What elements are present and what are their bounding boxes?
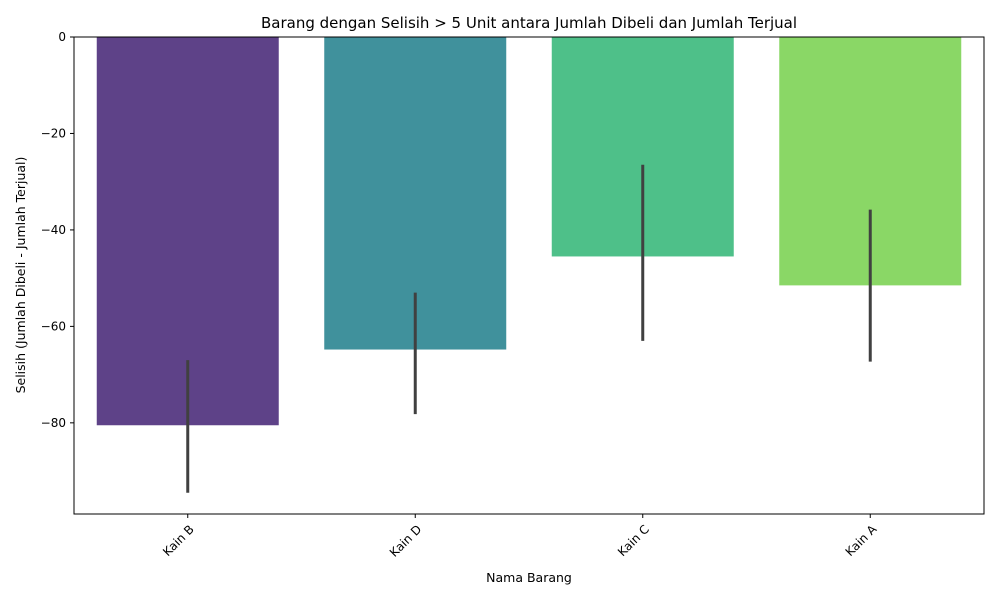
chart-title: Barang dengan Selisih > 5 Unit antara Ju… (261, 14, 797, 32)
y-axis-label: Selisih (Jumlah Dibeli - Jumlah Terjual) (13, 157, 28, 394)
plot-frame (73, 36, 985, 515)
y-tick-label: −80 (41, 416, 66, 430)
y-tick-label: −40 (41, 223, 66, 237)
y-tick-label: −20 (41, 126, 66, 140)
x-axis-label: Nama Barang (486, 570, 572, 585)
y-tick-label: 0 (58, 30, 66, 44)
y-tick-label: −60 (41, 319, 66, 333)
